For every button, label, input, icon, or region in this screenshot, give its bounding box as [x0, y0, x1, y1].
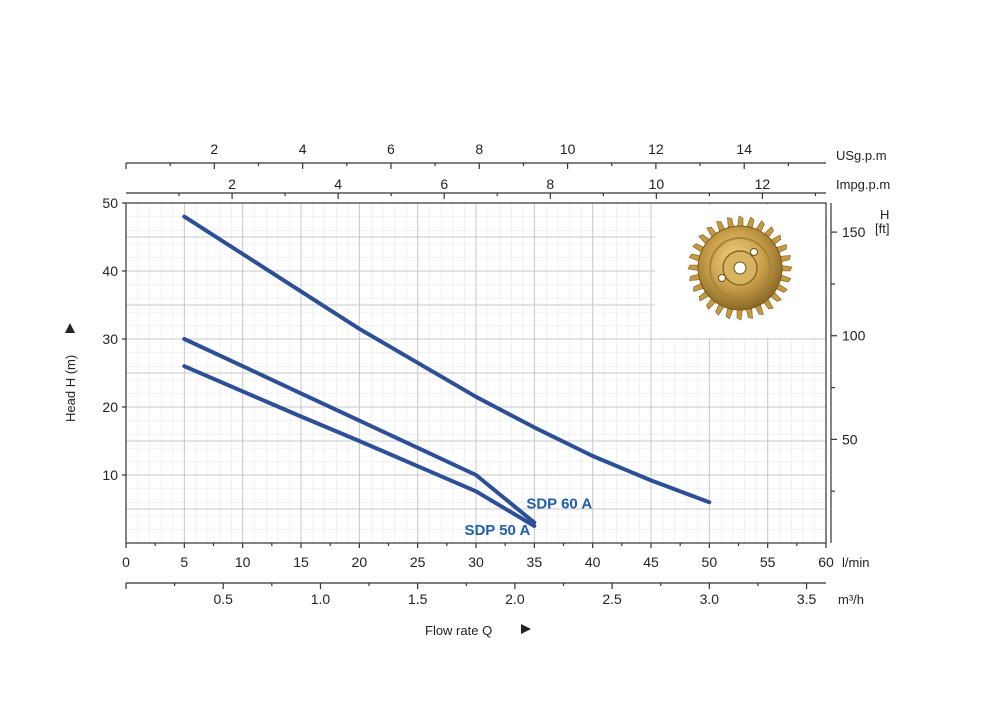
tick-marks	[122, 163, 837, 589]
series-line-1	[182, 337, 537, 525]
feet-tick-label: 150	[842, 224, 866, 240]
impgpm-tick-label: 2	[228, 176, 236, 192]
x-axis-title: Flow rate Q	[425, 623, 492, 638]
y-tick-label: 30	[102, 331, 118, 347]
series-label-2: SDP 50 A	[464, 522, 530, 539]
x-tick-label: 40	[585, 554, 601, 570]
m3h-unit-label: m³/h	[838, 592, 864, 607]
feet-tick-label: 100	[842, 328, 866, 344]
usgpm-tick-label: 8	[475, 141, 483, 157]
m3h-tick-label: 3.0	[700, 591, 720, 607]
y-tick-label: 10	[102, 467, 118, 483]
x-tick-label: 30	[468, 554, 484, 570]
impeller-icon	[687, 215, 793, 321]
usgpm-tick-label: 2	[210, 141, 218, 157]
y-axis-arrow-icon	[65, 323, 75, 333]
impgpm-tick-label: 8	[546, 176, 554, 192]
m3h-tick-label: 1.5	[408, 591, 428, 607]
impgpm-tick-label: 4	[334, 176, 342, 192]
x-tick-label: 60	[818, 554, 834, 570]
x-tick-label: 5	[180, 554, 188, 570]
feet-unit-label-ft: [ft]	[875, 221, 889, 236]
x-tick-label: 25	[410, 554, 426, 570]
series-line-2	[182, 364, 537, 528]
x-tick-label: 50	[702, 554, 718, 570]
x-tick-label: 35	[527, 554, 543, 570]
lmin-unit-label: l/min	[842, 555, 869, 570]
impgpm-tick-label: 12	[755, 176, 771, 192]
m3h-tick-label: 0.5	[213, 591, 233, 607]
m3h-tick-label: 3.5	[797, 591, 817, 607]
x-tick-label: 45	[643, 554, 659, 570]
usgpm-tick-label: 12	[648, 141, 664, 157]
feet-tick-label: 50	[842, 431, 858, 447]
m3h-tick-label: 2.0	[505, 591, 525, 607]
usgpm-tick-label: 6	[387, 141, 395, 157]
m3h-tick-label: 1.0	[311, 591, 331, 607]
y-axis-title: Head H (m)	[63, 355, 78, 422]
series-line-0	[182, 214, 712, 505]
y-tick-label: 20	[102, 399, 118, 415]
x-tick-label: 15	[293, 554, 309, 570]
y-tick-label: 40	[102, 263, 118, 279]
usgpm-tick-label: 10	[560, 141, 576, 157]
tick-labels: 0 5 10 15 20 25 30 35 40 45 50 55 60 10 20 30 40 50 0.5 1.0…	[102, 141, 865, 607]
m3h-tick-label: 2.5	[602, 591, 622, 607]
series-group: SDP 60 A SDP 50 A	[182, 214, 712, 539]
impgpm-unit-label: Impg.p.m	[836, 177, 890, 192]
x-tick-label: 0	[122, 554, 130, 570]
x-tick-label: 20	[352, 554, 368, 570]
usgpm-tick-label: 14	[736, 141, 752, 157]
usgpm-unit-label: USg.p.m	[836, 148, 887, 163]
series-label-1: SDP 60 A	[526, 496, 592, 513]
impgpm-tick-label: 6	[440, 176, 448, 192]
x-tick-label: 10	[235, 554, 251, 570]
x-axis-arrow-icon	[521, 624, 531, 634]
feet-unit-label-h: H	[880, 207, 889, 222]
x-tick-label: 55	[760, 554, 776, 570]
impgpm-tick-label: 10	[649, 176, 665, 192]
y-tick-label: 50	[102, 195, 118, 211]
usgpm-tick-label: 4	[299, 141, 307, 157]
